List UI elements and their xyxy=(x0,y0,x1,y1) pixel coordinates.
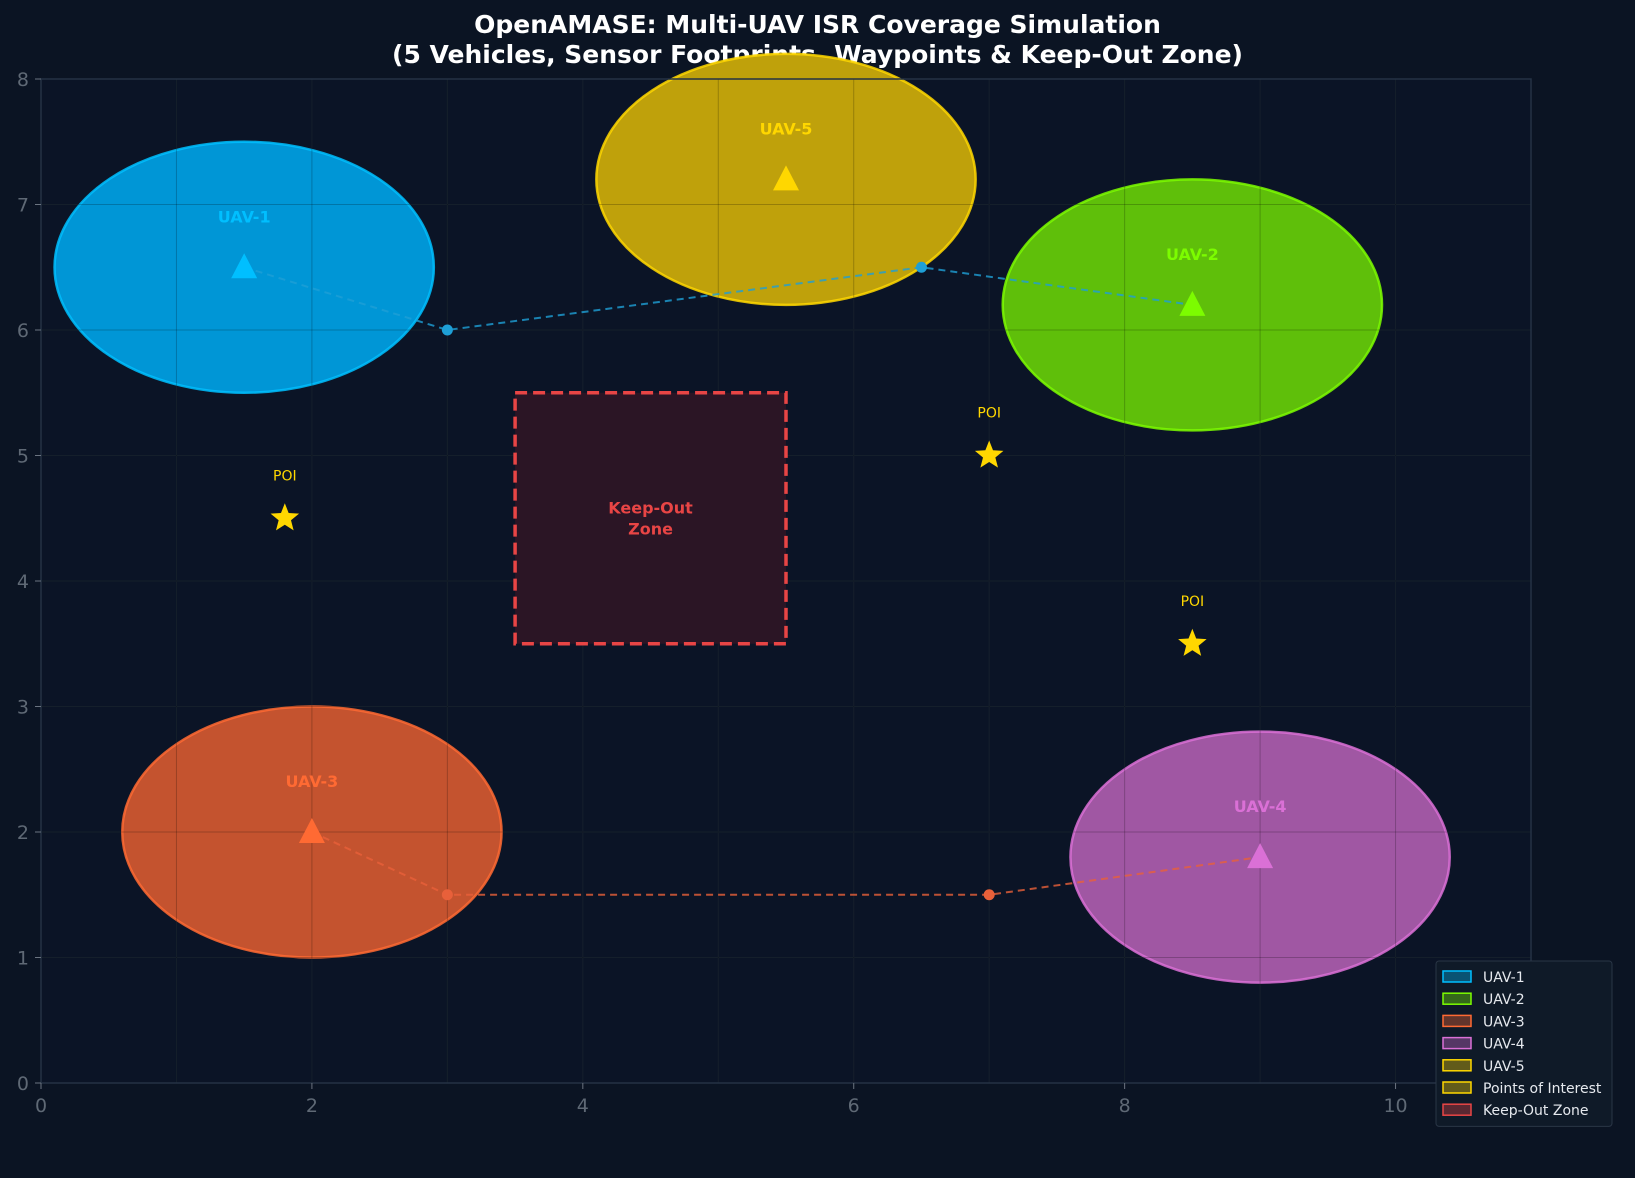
chart-title-line1: OpenAMASE: Multi-UAV ISR Coverage Simula… xyxy=(474,10,1161,39)
legend-swatch xyxy=(1442,1059,1472,1072)
uav-marker-uav-5 xyxy=(773,165,799,191)
legend-entry-label: Points of Interest xyxy=(1483,1081,1602,1097)
keep-out-label-line1: Keep-Out xyxy=(608,498,693,517)
uav-label-uav-4: UAV-4 xyxy=(1234,797,1287,816)
x-tick-label: 6 xyxy=(848,1095,860,1117)
legend-entry-label: UAV-5 xyxy=(1483,1059,1525,1075)
legend-entry-label: UAV-4 xyxy=(1483,1037,1525,1053)
uav-label-uav-2: UAV-2 xyxy=(1166,245,1219,264)
waypoint-marker xyxy=(915,261,927,273)
poi-star-icon xyxy=(974,440,1004,468)
uav-marker-uav-2 xyxy=(1179,290,1206,316)
x-tick-label: 4 xyxy=(577,1095,589,1117)
keep-out-zone: Keep-Out Zone xyxy=(513,391,788,646)
uav-label-uav-3: UAV-3 xyxy=(286,772,339,791)
legend-box xyxy=(1435,960,1613,1127)
y-tick-label: 3 xyxy=(17,697,29,719)
uav-label-uav-5: UAV-5 xyxy=(760,119,813,138)
y-tick-label: 4 xyxy=(17,571,29,593)
legend-swatch xyxy=(1442,970,1472,983)
legend: UAV-1 UAV-2 UAV-3 UAV-4 UAV-5 Points of Inter… xyxy=(1435,960,1613,1127)
routes xyxy=(243,261,1261,901)
poi-label: POI xyxy=(273,468,297,484)
legend-entry-label: Keep-Out Zone xyxy=(1483,1103,1589,1119)
poi-star-icon xyxy=(1178,628,1207,656)
x-tick-label: 0 xyxy=(35,1095,47,1117)
y-tick-label: 8 xyxy=(17,69,29,91)
y-tick-label: 5 xyxy=(17,446,29,468)
x-tick-label: 2 xyxy=(306,1095,318,1117)
poi-label: POI xyxy=(977,406,1001,422)
uav-marker-uav-3 xyxy=(298,818,325,843)
legend-swatch xyxy=(1442,1036,1472,1050)
legend-entry-label: UAV-3 xyxy=(1483,1014,1525,1030)
keep-out-rect xyxy=(513,391,788,646)
y-tick-label: 1 xyxy=(17,948,29,970)
legend-swatch xyxy=(1442,992,1472,1005)
poi-star-icon xyxy=(270,503,300,531)
points-of-interest: POI POI POI xyxy=(270,406,1207,656)
y-tick-label: 2 xyxy=(17,822,29,844)
legend-swatch xyxy=(1442,1103,1472,1116)
waypoint-marker xyxy=(983,889,995,901)
uav-marker-uav-1 xyxy=(231,253,258,279)
legend-entry-label: UAV-2 xyxy=(1483,992,1525,1008)
x-tick-label: 8 xyxy=(1119,1095,1131,1117)
waypoint-marker xyxy=(441,889,453,901)
y-tick-label: 6 xyxy=(17,320,29,342)
y-tick-label: 7 xyxy=(17,195,29,217)
legend-entry-label: UAV-1 xyxy=(1483,970,1525,986)
keep-out-label-line2: Zone xyxy=(628,519,673,538)
legend-swatch xyxy=(1442,1081,1472,1094)
poi-label: POI xyxy=(1181,594,1205,610)
uav-marker-uav-4 xyxy=(1247,843,1274,869)
y-tick-label: 0 xyxy=(17,1073,29,1095)
route-line-2 xyxy=(311,831,1261,896)
legend-swatch xyxy=(1442,1014,1472,1028)
x-tick-label: 10 xyxy=(1383,1095,1407,1117)
uav-markers: UAV-1 UAV-2 UAV-3 UAV-4 UAV-5 xyxy=(218,119,1287,869)
uav-label-uav-1: UAV-1 xyxy=(218,207,271,226)
waypoint-marker xyxy=(441,324,453,336)
axes: 0 2 4 6 8 10 0 1 2 3 4 5 6 7 8 xyxy=(17,69,1532,1117)
